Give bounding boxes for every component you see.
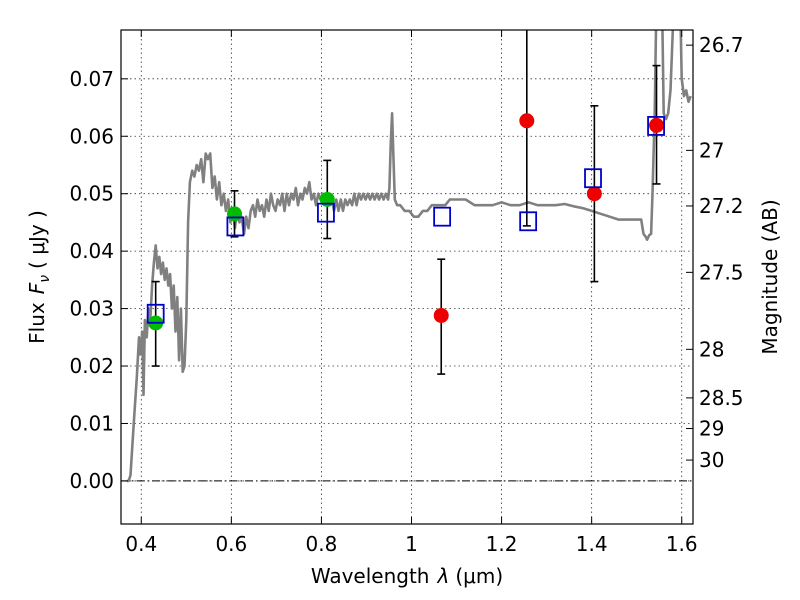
y2-tick-label: 27.5	[699, 260, 744, 284]
x-tick-label: 1.6	[666, 532, 698, 556]
x-tick-label: 0.8	[306, 532, 338, 556]
photometry-markers	[146, 113, 665, 331]
x-tick-label: 1.4	[576, 532, 608, 556]
model-square-marker	[317, 202, 335, 223]
y-axis-title-unit: ( μJy )	[25, 210, 49, 269]
x-tick-label: 0.4	[125, 532, 157, 556]
y-tick-label: 0.05	[69, 182, 114, 206]
y-axis-title: Flux Fν ( μJy )	[25, 210, 53, 344]
model-square-marker	[433, 206, 452, 227]
photometry-point	[226, 206, 242, 222]
photometry-point	[586, 186, 602, 202]
model-square-marker	[226, 216, 245, 237]
model-square-marker	[584, 168, 602, 189]
x-axis-ticks: 0.4 0.6 0.8 1 1.2 1.4 1.6	[125, 30, 698, 556]
y2-tick-label: 27.2	[699, 194, 744, 218]
x-tick-label: 1	[405, 532, 418, 556]
x-tick-label: 1.2	[486, 532, 518, 556]
y2-tick-label: 28	[699, 337, 724, 361]
x-tick-label: 0.6	[215, 532, 247, 556]
grid-lines	[121, 30, 693, 524]
y-tick-label: 0.01	[69, 411, 114, 435]
y-tick-label: 0.07	[69, 67, 114, 91]
photometry-point	[319, 191, 335, 207]
y2-axis-title: Magnitude (AB)	[758, 199, 782, 354]
y-tick-label: 0.03	[69, 297, 114, 321]
x-axis-title: Wavelength λ (μm)	[311, 564, 503, 588]
photometry-point	[433, 307, 449, 323]
model-square-marker	[146, 303, 165, 324]
x-axis-title-symbol: λ	[437, 564, 450, 588]
model-square-marker	[519, 211, 538, 232]
y2-tick-label: 27	[699, 138, 724, 162]
y2-tick-label: 29	[699, 417, 724, 441]
y-axis-ticks: 0.00 0.01 0.02 0.03 0.04 0.05 0.06 0.07	[69, 67, 128, 493]
sed-model-curve	[126, 30, 692, 483]
y-axis-title-text: Flux	[25, 302, 49, 344]
model-square-marker	[647, 116, 665, 136]
y-tick-label: 0.00	[69, 469, 114, 493]
y-tick-label: 0.06	[69, 124, 114, 148]
y-axis-title-symbol: F	[25, 282, 49, 294]
photometry-point	[519, 113, 535, 129]
photometry-point	[649, 117, 665, 133]
y2-axis-ticks: 26.7 27 27.2 27.5 28 28.5 29 30	[686, 33, 744, 472]
x-axis-title-unit: (μm)	[455, 564, 503, 588]
y-tick-label: 0.04	[69, 239, 114, 263]
sed-curve-layer	[126, 30, 692, 483]
x-axis-title-text: Wavelength	[311, 564, 430, 588]
y2-tick-label: 26.7	[699, 33, 744, 57]
plot-frame	[120, 29, 694, 525]
y-tick-label: 0.02	[69, 354, 114, 378]
y2-tick-label: 28.5	[699, 386, 744, 410]
y-axis-title-subscript: ν	[37, 275, 53, 283]
y2-tick-label: 30	[699, 448, 724, 472]
